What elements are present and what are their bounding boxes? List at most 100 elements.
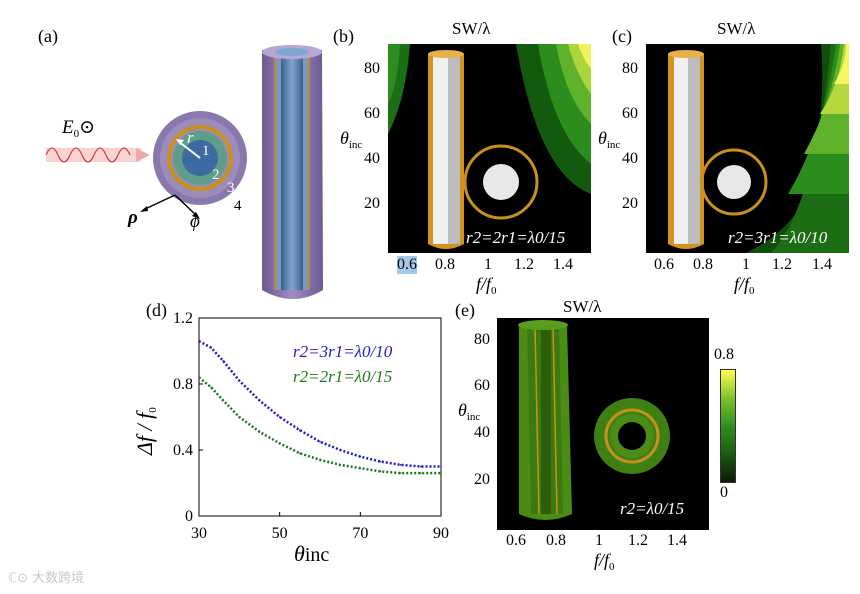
watermark: ℂ⊙ 大数跨境 — [8, 571, 85, 586]
map-e-plot — [497, 318, 709, 530]
map-b-ytick-40: 40 — [364, 150, 380, 167]
chart-point-series-2 — [258, 431, 261, 433]
map-c-xtick-0.6: 0.6 — [654, 256, 674, 273]
colorbar — [720, 369, 736, 483]
radius-label: r — [187, 128, 194, 147]
map-e-ytick-40: 40 — [474, 424, 490, 441]
chart-point-series-1 — [339, 449, 341, 451]
map-c-title: SW/λ — [717, 19, 756, 38]
map-c-xlabel: f/f0 — [734, 274, 755, 297]
map-e-xtick-0.6: 0.6 — [506, 532, 526, 549]
legend-series-2: r2=2r1=λ0/15 — [293, 367, 393, 386]
panel-label-a: (a) — [38, 26, 58, 46]
chart-point-series-1 — [319, 440, 321, 443]
chart-xlabel: θinc — [294, 541, 330, 566]
map-b-plot — [388, 44, 591, 253]
chart-xtick-label: 70 — [352, 525, 368, 542]
chart-point-series-1 — [198, 340, 200, 342]
chart-point-series-2 — [299, 452, 301, 455]
chart-xtick-label: 30 — [191, 525, 207, 542]
map-c-ytick-60: 60 — [622, 105, 638, 122]
chart-point-series-1 — [399, 464, 402, 466]
chart-xtick-label: 90 — [433, 525, 449, 542]
legend-series-1: r2=3r1=λ0/10 — [293, 342, 393, 361]
chart-point-series-1 — [440, 465, 442, 468]
chart-point-series-2 — [420, 472, 422, 474]
map-e-ytick-80: 80 — [474, 331, 490, 348]
chart-frame — [198, 317, 442, 517]
map-e-ytick-20: 20 — [474, 471, 490, 488]
map-e-xtick-1.4: 1.4 — [667, 532, 687, 549]
chart-point-series-2 — [379, 470, 382, 473]
chart-ylabel: Δf / f0 — [132, 407, 159, 455]
region-3-label: 3 — [227, 180, 235, 196]
chart-point-series-1 — [258, 399, 261, 402]
chart-point-series-2 — [198, 376, 200, 379]
chart-point-series-2 — [339, 464, 341, 466]
map-c-ytick-80: 80 — [622, 60, 638, 77]
map-b-xtick-1.2: 1.2 — [514, 256, 534, 273]
chart-point-series-1 — [238, 379, 241, 382]
chart-point-series-2 — [222, 399, 224, 402]
region-4-label: 4 — [234, 198, 242, 214]
map-e-title: SW/λ — [563, 297, 602, 316]
chart-xtick-label: 50 — [272, 525, 288, 542]
map-c-xtick-0.8: 0.8 — [693, 256, 713, 273]
map-b-xtick-1.4: 1.4 — [553, 256, 573, 273]
map-e-inset-label: r2=λ0/15 — [620, 499, 685, 518]
chart-point-series-1 — [359, 455, 362, 458]
map-c-inset-label: r2=3r1=λ0/10 — [728, 228, 828, 247]
map-c-ytick-40: 40 — [622, 150, 638, 167]
map-c-ylabel: θinc — [598, 128, 621, 151]
chart-series-line-2 — [198, 376, 441, 475]
chart-point-series-2 — [440, 472, 442, 474]
chart-point-series-2 — [278, 442, 281, 445]
map-b-xtick-1: 1 — [484, 256, 492, 273]
chart-point-series-1 — [222, 360, 224, 362]
panel-label-c: (c) — [612, 26, 632, 46]
map-b-ytick-60: 60 — [364, 105, 380, 122]
chart-point-series-1 — [299, 429, 301, 432]
chart-point-series-2 — [399, 472, 402, 474]
map-b-inset-label: r2=2r1=λ0/15 — [466, 228, 566, 247]
panel-label-b: (b) — [333, 26, 354, 46]
map-c-plot — [646, 44, 849, 253]
chart-ytick-label: 1.2 — [173, 310, 193, 327]
chart-point-series-1 — [278, 416, 281, 418]
field-label: E0⊙ — [62, 117, 96, 140]
chart-ytick-label: 0.4 — [173, 442, 193, 459]
map-b-ytick-80: 80 — [364, 60, 380, 77]
chart-point-series-2 — [319, 459, 321, 461]
map-b-ylabel: θinc — [340, 128, 363, 151]
rho-axis-label: ρ — [128, 207, 138, 228]
map-b-xtick-0.8: 0.8 — [435, 256, 455, 273]
panel-label-d: (d) — [146, 300, 167, 320]
chart-point-series-1 — [420, 465, 422, 468]
map-c-xtick-1.2: 1.2 — [772, 256, 792, 273]
map-e-ytick-60: 60 — [474, 377, 490, 394]
map-e-xtick-1.2: 1.2 — [628, 532, 648, 549]
map-c-xtick-1.4: 1.4 — [812, 256, 832, 273]
map-b-ytick-20: 20 — [364, 195, 380, 212]
chart-ytick-label: 0 — [185, 508, 193, 525]
chart-point-series-2 — [238, 416, 241, 418]
map-e-xtick-1: 1 — [595, 532, 603, 549]
map-c-xtick-1: 1 — [742, 256, 750, 273]
map-b-title: SW/λ — [452, 19, 491, 38]
colorbar-max-label: 0.8 — [714, 346, 734, 363]
map-e-xtick-0.8: 0.8 — [546, 532, 566, 549]
chart-ytick-label: 0.8 — [173, 376, 193, 393]
map-e-ylabel: θinc — [458, 400, 481, 423]
region-1-label: 1 — [202, 143, 210, 159]
phi-axis-label: ϕ — [190, 211, 200, 232]
chart-point-series-2 — [210, 386, 212, 389]
map-e-xlabel: f/f0 — [594, 550, 615, 573]
chart-point-series-1 — [379, 460, 382, 463]
map-b-xlabel: f/f0 — [476, 274, 497, 297]
map-c-ytick-20: 20 — [622, 195, 638, 212]
cylinder-schematic — [45, 45, 323, 299]
panel-label-e: (e) — [455, 300, 475, 320]
chart-point-series-2 — [359, 467, 362, 469]
colorbar-min-label: 0 — [720, 484, 728, 501]
